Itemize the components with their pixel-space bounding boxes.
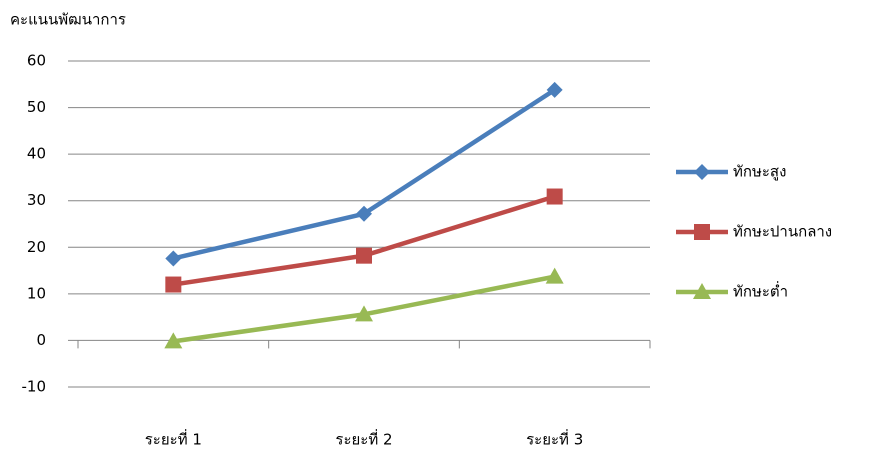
data-point bbox=[356, 247, 372, 264]
y-tick-label: 50 bbox=[27, 98, 46, 116]
series-line bbox=[172, 87, 556, 261]
data-point bbox=[164, 332, 183, 349]
y-tick-label: 10 bbox=[27, 284, 46, 302]
legend-marker bbox=[694, 164, 710, 180]
data-point bbox=[356, 205, 372, 222]
y-tick-label: 60 bbox=[27, 52, 46, 70]
legend-marker bbox=[694, 224, 710, 240]
data-point bbox=[165, 276, 182, 293]
data-point bbox=[165, 250, 182, 267]
legend-label: ทักษะต่ำ bbox=[733, 281, 788, 301]
data-point bbox=[545, 267, 564, 284]
legend-marker bbox=[693, 283, 711, 299]
data-point bbox=[546, 188, 563, 205]
x-tick-label: ระยะที่ 3 bbox=[526, 429, 583, 449]
legend-label: ทักษะสูง bbox=[733, 163, 786, 181]
x-tick-label: ระยะที่ 1 bbox=[145, 429, 202, 449]
legend-label: ทักษะปานกลาง bbox=[733, 223, 832, 241]
data-point bbox=[355, 305, 373, 322]
data-point bbox=[546, 81, 563, 98]
y-tick-label: 20 bbox=[27, 238, 46, 256]
x-tick-label: ระยะที่ 2 bbox=[335, 429, 392, 449]
y-tick-label: 40 bbox=[27, 145, 46, 163]
y-axis-label: คะแนนพัฒนาการ bbox=[10, 11, 126, 29]
y-tick-label: 30 bbox=[27, 191, 46, 209]
y-tick-label: 0 bbox=[36, 331, 46, 349]
y-tick-label: -10 bbox=[22, 378, 47, 396]
